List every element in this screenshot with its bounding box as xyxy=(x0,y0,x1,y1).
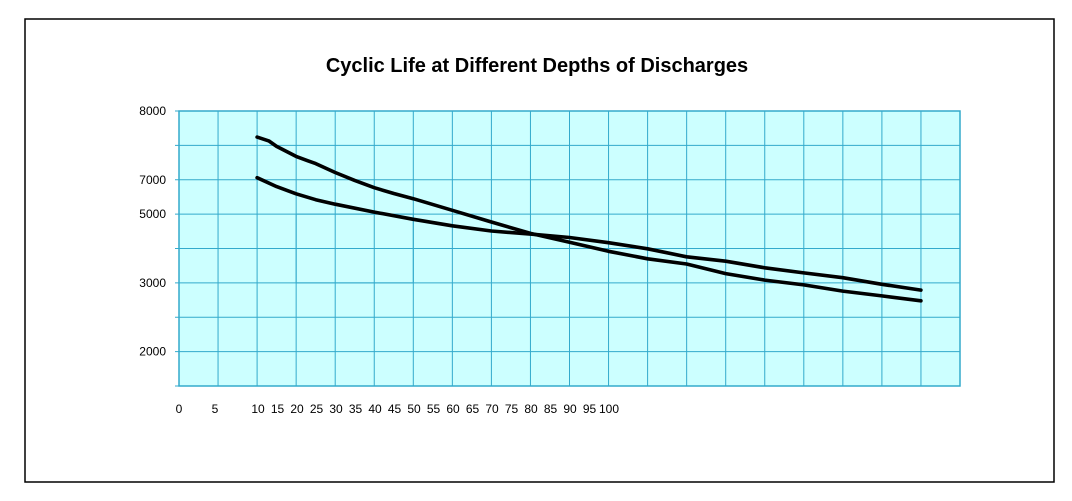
y-tick-label: 8000 xyxy=(139,104,166,118)
x-tick-label: 50 xyxy=(407,402,421,416)
x-tick-label: 40 xyxy=(368,402,382,416)
x-tick-label: 10 xyxy=(251,402,265,416)
x-tick-label: 75 xyxy=(505,402,519,416)
x-tick-label: 20 xyxy=(290,402,304,416)
x-tick-label: 5 xyxy=(212,402,219,416)
y-tick-label: 7000 xyxy=(139,173,166,187)
x-tick-label: 70 xyxy=(485,402,499,416)
y-tick-label: 5000 xyxy=(139,207,166,221)
y-tick-label: 2000 xyxy=(139,345,166,359)
x-tick-label: 85 xyxy=(544,402,558,416)
x-tick-label: 60 xyxy=(446,402,460,416)
x-tick-label: 100 xyxy=(599,402,619,416)
series-line-upper xyxy=(255,135,923,303)
x-tick-label: 95 xyxy=(583,402,597,416)
x-tick-label: 45 xyxy=(388,402,402,416)
x-tick-label: 15 xyxy=(271,402,285,416)
chart-title: Cyclic Life at Different Depths of Disch… xyxy=(326,55,748,77)
x-tick-label: 0 xyxy=(176,402,183,416)
y-tick-label: 3000 xyxy=(139,276,166,290)
x-tick-label: 55 xyxy=(427,402,441,416)
x-tick-label: 25 xyxy=(310,402,324,416)
series-line-lower xyxy=(255,175,923,292)
x-tick-label: 30 xyxy=(329,402,343,416)
x-tick-label: 35 xyxy=(349,402,363,416)
x-tick-label: 90 xyxy=(563,402,577,416)
inner-box xyxy=(295,213,414,284)
x-tick-label: 65 xyxy=(466,402,480,416)
plot-area: 8000 7000 5000 3000 2000 0 5 10 15 20 25 30 35 40 45 50… xyxy=(139,104,961,416)
x-tick-label: 80 xyxy=(524,402,538,416)
